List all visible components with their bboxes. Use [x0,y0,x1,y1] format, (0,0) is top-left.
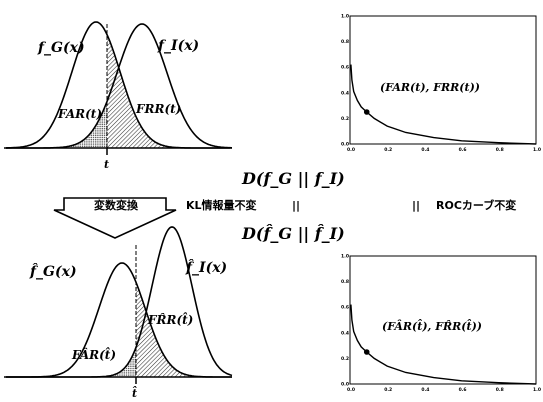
roc-top-x-tick: 0.8 [496,147,504,153]
bottom-frr-label: FR̂R(t̂) [147,311,193,327]
kl-invariant-label: KL情報量不変 [186,198,257,212]
bottom-t-label: t̂ [132,386,137,400]
top-frr-label: FRR(t) [135,102,181,116]
roc-top-x-tick: 0.0 [347,147,355,153]
roc-chart-bottom: (FÂR(t̂), FR̂R(t̂)) 0.0 0.2 0.4 0.6 0.8 1.0 0.… [341,254,541,394]
roc-bottom-point-label: (FÂR(t̂), FR̂R(t̂)) [382,319,482,333]
roc-top-point-label: (FAR(t), FRR(t)) [380,81,480,94]
roc-top-y-tick: 0.0 [341,142,349,148]
kl-equality-mark: || [292,199,300,212]
top-far-label: FAR(t) [57,107,102,121]
bottom-frr-shade [6,347,136,377]
top-distributions: f_G(x) f_I(x) FAR(t) FRR(t) t [4,21,232,171]
bottom-fi-curve [6,226,233,378]
roc-equality-mark: || [412,199,420,212]
roc-top-curve [350,64,537,145]
roc-bottom-y-tick: 0.6 [341,305,349,311]
top-far-shade [107,34,232,148]
roc-bottom-x-tick: 0.8 [496,387,504,393]
roc-top-x-tick: 0.2 [384,147,392,153]
roc-bottom-x-tick: 0.6 [459,387,467,393]
bottom-far-shade [136,282,232,377]
roc-bottom-x-tick: 0.2 [384,387,392,393]
roc-invariant-label: ROCカーブ不変 [436,198,516,212]
roc-top-y-tick: 0.4 [341,90,349,96]
top-fi-label: f_I(x) [157,38,199,54]
roc-top-x-tick: 0.6 [459,147,467,153]
roc-bottom-y-tick: 0.0 [341,382,349,388]
roc-top-y-tick: 1.0 [341,14,349,20]
bottom-fg-label: f̂_G(x) [29,262,77,280]
roc-top-frame [349,15,537,145]
roc-top-x-tick: 0.4 [421,147,429,153]
bottom-fg-curve [6,262,232,378]
roc-bottom-x-tick: 0.0 [347,387,355,393]
bottom-far-label: FÂR(t̂) [71,346,116,362]
roc-bottom-y-tick: 0.2 [341,356,349,362]
roc-top-y-tick: 0.8 [341,39,349,45]
divergence-bottom: D(f̂_G || f̂_I) [241,224,345,243]
top-frr-shade [6,101,107,148]
top-t-label: t [104,158,109,171]
top-fg-label: f_G(x) [37,40,85,56]
bottom-fi-label: f̂_I(x) [185,258,227,276]
divergence-top: D(f_G || f_I) [241,169,345,188]
roc-chart-top: (FAR(t), FRR(t)) 0.0 0.2 0.4 0.6 0.8 1.0 0.0 0.… [341,14,541,154]
roc-bottom-y-tick: 0.8 [341,279,349,285]
roc-bottom-x-tick: 1.0 [533,387,541,393]
roc-top-x-tick: 1.0 [533,147,541,153]
roc-top-point [363,109,370,115]
transform-arrow-label: 変数変換 [94,198,139,212]
roc-bottom-y-tick: 0.4 [341,330,349,336]
roc-top-y-tick: 0.6 [341,65,349,71]
roc-bottom-curve [350,304,537,385]
roc-bottom-frame [349,255,537,385]
bottom-distributions: f̂_G(x) f̂_I(x) FÂR(t̂) FR̂R(t̂) t̂ [4,226,233,400]
middle-row: D(f_G || f_I) 変数変換 KL情報量不変 || || ROCカーブ不… [53,169,516,243]
roc-bottom-y-tick: 1.0 [341,254,349,260]
roc-top-y-tick: 0.2 [341,116,349,122]
roc-bottom-point [363,349,370,355]
roc-bottom-x-tick: 0.4 [421,387,429,393]
transform-arrow [53,197,177,239]
